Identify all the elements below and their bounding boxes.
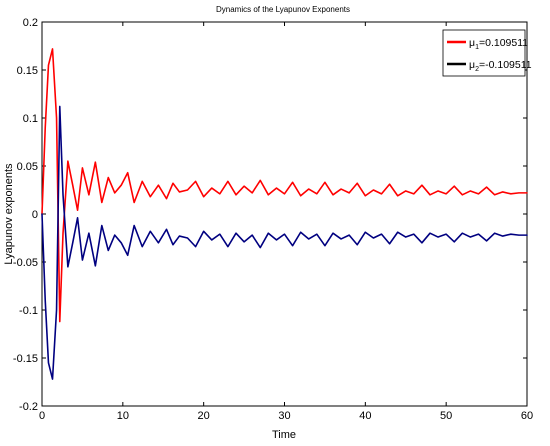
legend-label-mu2: μ2=-0.109511 [469,59,532,73]
legend: μ1=0.109511 μ2=-0.109511 [442,29,532,77]
legend-mu2-subscript: 2 [475,66,479,73]
legend-label-mu1: μ1=0.109511 [469,37,528,51]
x-tick-label: 10 [117,410,129,422]
legend-mu2-value: =-0.109511 [479,59,532,71]
x-tick-label: 30 [278,410,290,422]
legend-mu2-symbol: μ [469,59,475,71]
y-axis-label: Lyapunov exponents [3,163,15,265]
x-tick-label: 40 [359,410,371,422]
x-tick-label: 20 [198,410,210,422]
x-tick-label: 50 [440,410,452,422]
y-tick-label: -0.05 [13,257,38,269]
series-line-mu1 [41,48,528,323]
chart-title: Dynamics of the Lyapunov Exponents [216,5,350,14]
x-tick-label: 0 [39,410,45,422]
x-tick-label: 60 [521,410,533,422]
y-tick-label: -0.1 [19,305,38,317]
legend-entry-mu1: μ1=0.109511 [447,37,528,51]
x-axis-label: Time [272,429,296,441]
y-tick-label: 0.15 [17,65,38,77]
y-tick-label: 0.1 [23,113,38,125]
legend-mu1-value: =0.109511 [479,37,528,49]
series-line-mu2 [41,105,528,380]
legend-box [442,29,526,77]
y-tick-label: -0.2 [19,401,38,413]
y-tick-label: -0.15 [13,353,38,365]
x-axis: 0 10 20 30 40 50 60 [39,22,533,422]
y-tick-label: 0.2 [23,17,38,29]
legend-mu1-subscript: 1 [475,44,479,51]
y-tick-label: 0 [32,209,38,221]
y-tick-label: 0.05 [17,161,38,173]
y-axis: -0.2 -0.15 -0.1 -0.05 0 0.05 0.1 0.15 0.2 [13,17,527,413]
series-lines [41,48,528,380]
legend-mu1-symbol: μ [469,37,475,49]
legend-entry-mu2: μ2=-0.109511 [447,59,532,73]
